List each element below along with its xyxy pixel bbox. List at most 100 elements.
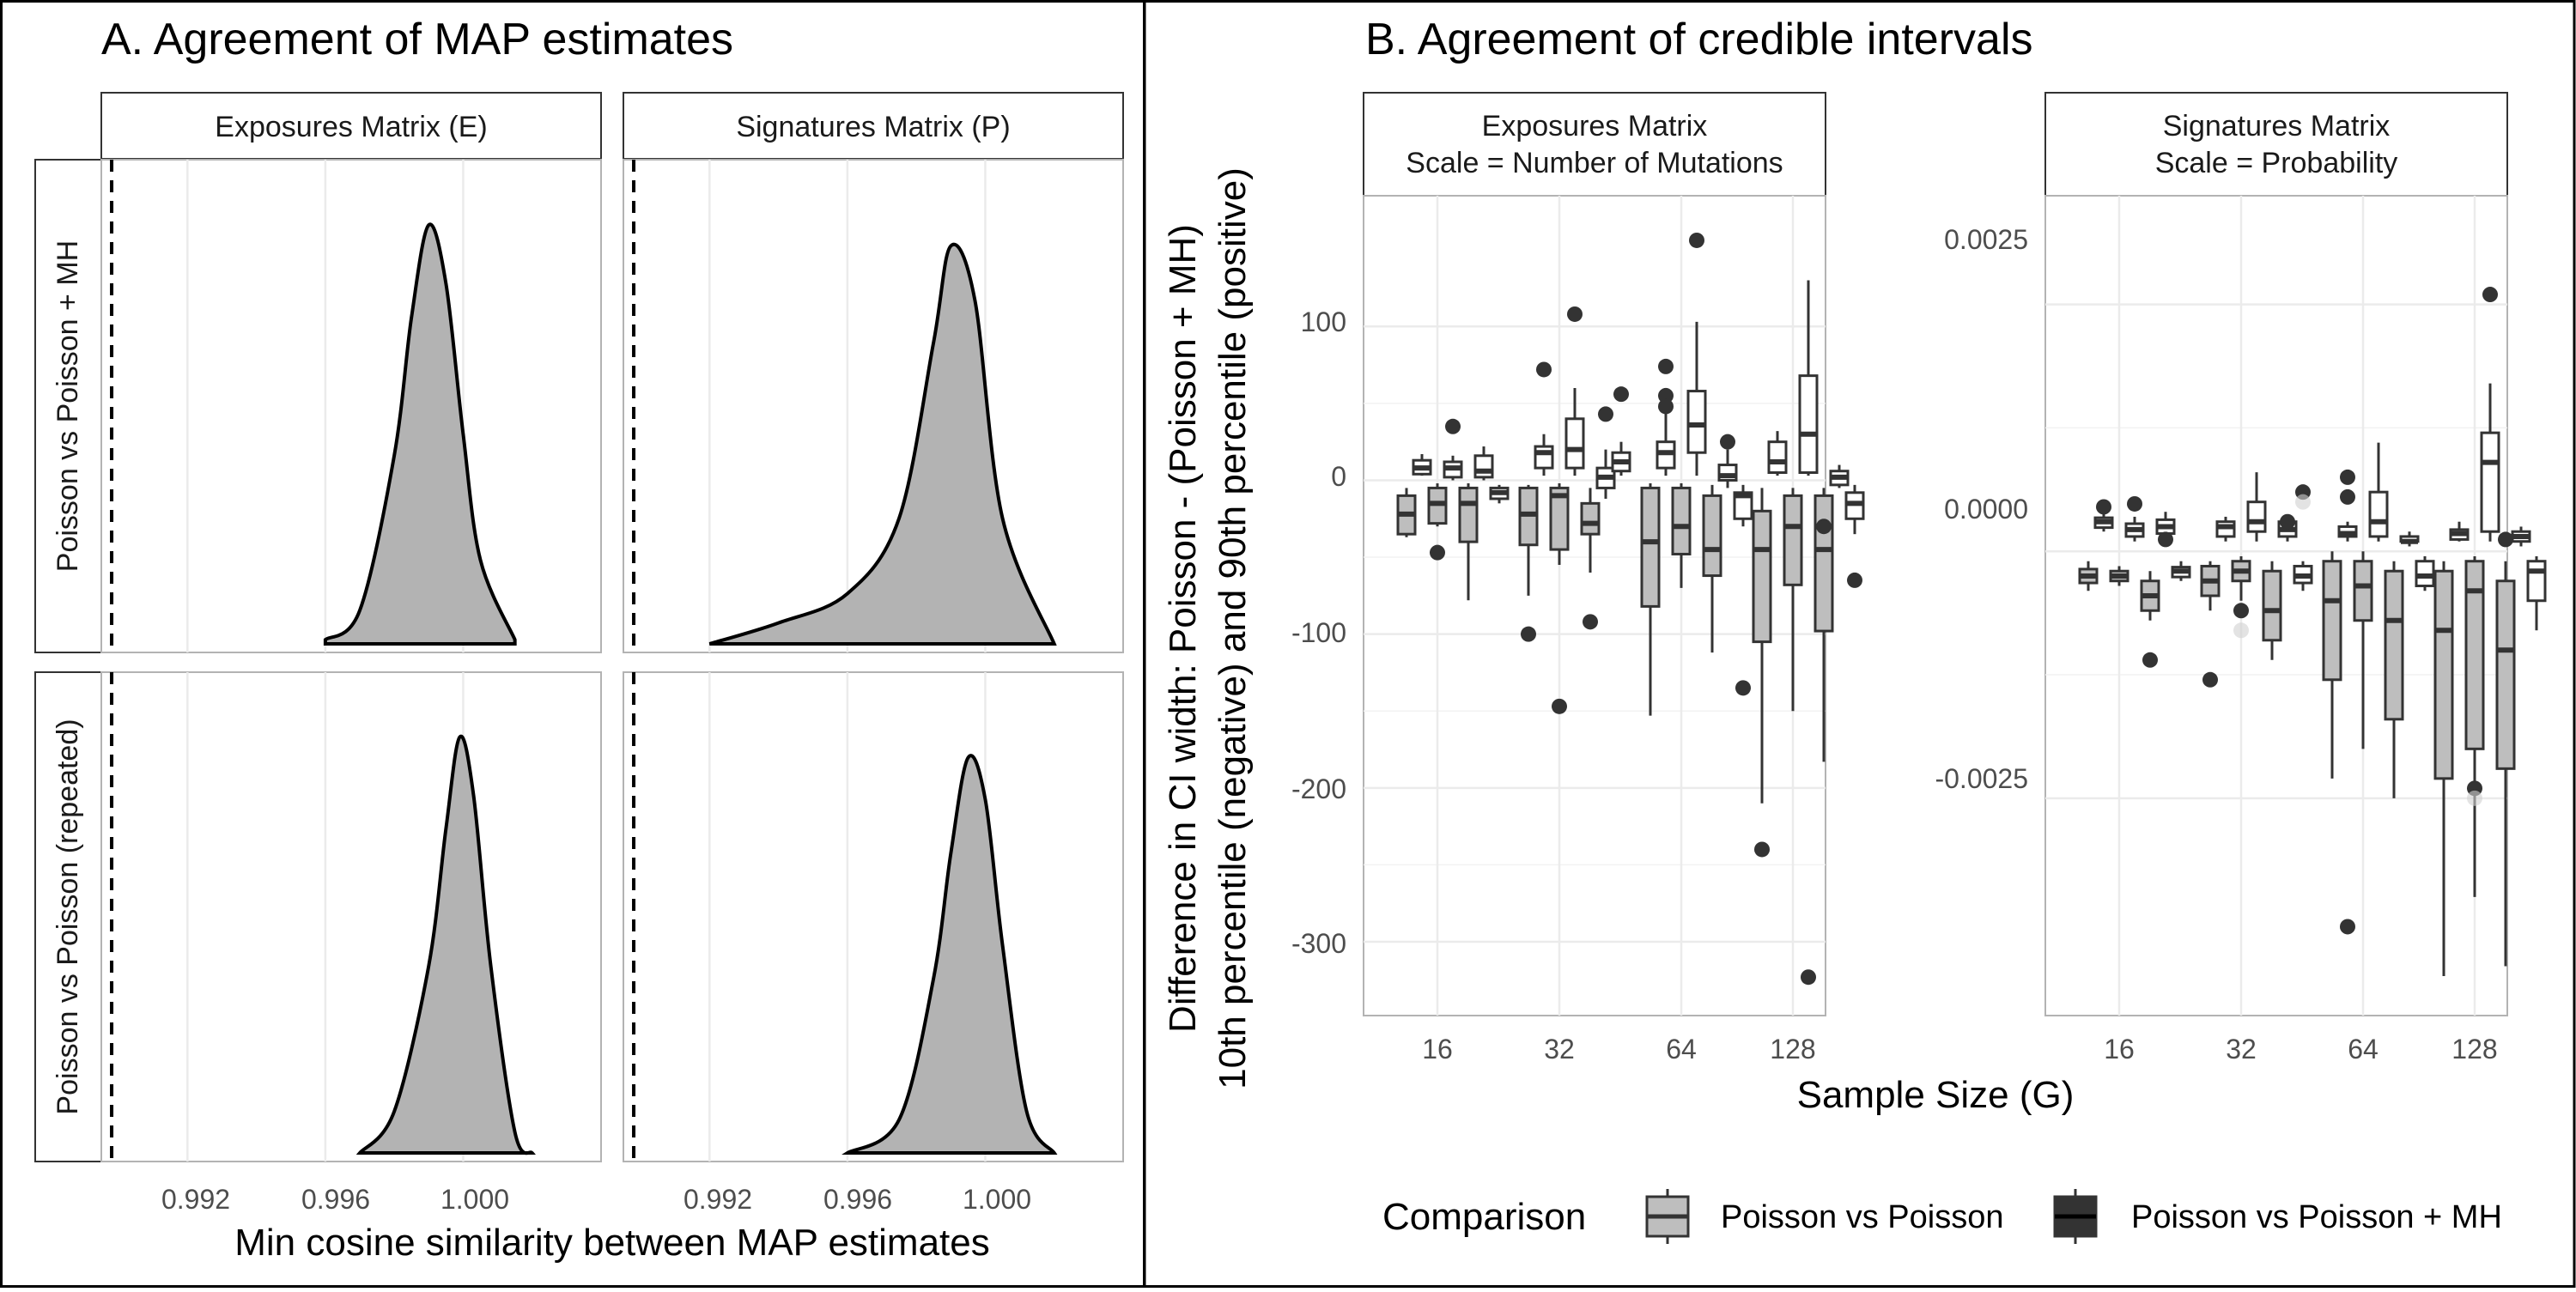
legend-title: Comparison <box>1382 1196 1586 1238</box>
box-body <box>1798 374 1819 475</box>
legend-key-poisson-vs-poisson-mh <box>2053 1189 2098 1244</box>
density-facet <box>100 671 602 1162</box>
box-16-1 <box>1412 454 1432 476</box>
density-facet <box>623 671 1124 1162</box>
box-body <box>1783 494 1803 586</box>
box-64-6 <box>1733 484 1753 696</box>
box-body <box>1814 494 1834 633</box>
facet-background <box>623 671 1124 1162</box>
box-64-4 <box>2384 561 2404 798</box>
box-body <box>1733 491 1753 520</box>
y-tick-label: 100 <box>1301 306 1346 337</box>
x-tick-label: 128 <box>2451 1034 2497 1065</box>
panel-a-x-ticks: 0.992 0.996 1.000 0.992 0.996 1.000 <box>161 1184 1031 1215</box>
box-body <box>2464 560 2485 750</box>
panel-b-signatures-y-ticks: 0.0025 0.0000 -0.0025 <box>1935 224 2028 794</box>
box-128-0 <box>1752 488 1772 858</box>
row-strip-box <box>34 159 102 653</box>
outlier-point <box>1754 841 1770 858</box>
density-curve <box>355 734 536 1156</box>
outlier-point <box>1567 306 1583 322</box>
box-body <box>1549 486 1570 551</box>
box-128-0 <box>2433 561 2454 976</box>
box-body <box>1686 390 1707 454</box>
panel-a-row-strip-1: Poisson vs Poisson + MH <box>34 159 102 653</box>
panel-b-exposures-y-ticks: 100 0 -100 -200 -300 <box>1291 306 1346 959</box>
outlier-point <box>2482 287 2498 303</box>
box-64-3 <box>1686 232 1707 476</box>
box-64-5 <box>1717 434 1738 488</box>
box-16-0 <box>1396 488 1417 537</box>
box-body <box>2480 431 2500 533</box>
legend-label-poisson-vs-poisson-mh: Poisson vs Poisson + MH <box>2131 1199 2502 1235</box>
box-32-0 <box>1518 484 1539 642</box>
legend-label-poisson-vs-poisson: Poisson vs Poisson <box>1721 1199 2004 1235</box>
y-tick-label: -0.0025 <box>1935 763 2028 794</box>
outlier-point <box>1816 519 1832 535</box>
panel-b-y-axis-title-line-2: 10th percentile (negative) and 90th perc… <box>1212 167 1254 1089</box>
row-strip-box <box>34 671 102 1162</box>
box-16-3 <box>1443 418 1463 481</box>
box-body <box>1752 509 1772 644</box>
box-facet <box>2044 195 2547 1016</box>
outlier-point <box>1598 406 1613 422</box>
box-16-6 <box>1489 484 1510 504</box>
box-body <box>1534 445 1554 470</box>
box-16-4 <box>2140 571 2160 668</box>
box-128-4 <box>1814 488 1834 762</box>
panel-b-strip-exposures: Exposures Matrix Scale = Number of Mutat… <box>1363 92 1826 197</box>
box-128-6 <box>1844 484 1865 588</box>
box-32-6 <box>2293 484 2313 591</box>
panel-a-title: A. Agreement of MAP estimates <box>101 15 733 64</box>
y-tick-label: 0.0000 <box>1944 494 2028 525</box>
box-32-0 <box>2200 561 2221 688</box>
outlier-point <box>1552 698 1567 714</box>
strip-line-2: Scale = Number of Mutations <box>1406 147 1783 179</box>
box-64-3 <box>2368 442 2389 542</box>
panel-b-strip-signatures: Signatures Matrix Scale = Probability <box>2044 92 2508 197</box>
box-64-2 <box>2353 551 2373 749</box>
strip-line-1: Exposures Matrix <box>1482 110 1708 143</box>
box-64-1 <box>1656 358 1676 476</box>
box-64-5 <box>2399 531 2420 547</box>
col-strip-label-signatures: Signatures Matrix (P) <box>736 111 1010 143</box>
box-64-1 <box>2337 469 2358 935</box>
y-tick-label: -300 <box>1291 928 1346 959</box>
x-tick-label: 0.996 <box>823 1184 892 1215</box>
panel-b-box-plots <box>1363 195 2547 1016</box>
box-64-6 <box>2415 555 2435 591</box>
outlier-point <box>2498 531 2513 548</box>
box-32-2 <box>2231 555 2251 639</box>
box-128-2 <box>1783 488 1803 712</box>
box-128-3 <box>1798 280 1819 986</box>
density-curve <box>708 242 1057 646</box>
box-body <box>1458 486 1479 543</box>
box-32-3 <box>2246 472 2267 542</box>
box-128-2 <box>2464 555 2485 897</box>
box-body <box>2495 579 2516 770</box>
strip-box <box>1363 92 1826 197</box>
x-tick-label: 16 <box>1422 1034 1453 1065</box>
outlier-point <box>2340 469 2355 485</box>
outlier-point <box>1430 544 1445 561</box>
outlier-point <box>1801 969 1816 986</box>
box-body <box>2526 560 2547 603</box>
x-tick-label: 0.992 <box>683 1184 752 1215</box>
facet-background <box>100 671 602 1162</box>
x-tick-label: 64 <box>1666 1034 1697 1065</box>
box-body <box>2384 569 2404 721</box>
box-body <box>1702 494 1722 578</box>
col-strip-label-exposures: Exposures Matrix (E) <box>215 111 487 143</box>
box-facet <box>1363 195 1865 1016</box>
panel-b-frame <box>1143 0 2576 1288</box>
x-tick-label: 0.996 <box>301 1184 370 1215</box>
density-curve <box>841 754 1058 1155</box>
box-128-3 <box>2480 287 2500 542</box>
y-tick-label: -100 <box>1291 617 1346 648</box>
box-body <box>1564 417 1585 470</box>
box-128-4 <box>2495 531 2516 967</box>
box-32-5 <box>1595 406 1616 499</box>
box-16-3 <box>2124 495 2145 542</box>
box-body <box>2322 560 2342 682</box>
